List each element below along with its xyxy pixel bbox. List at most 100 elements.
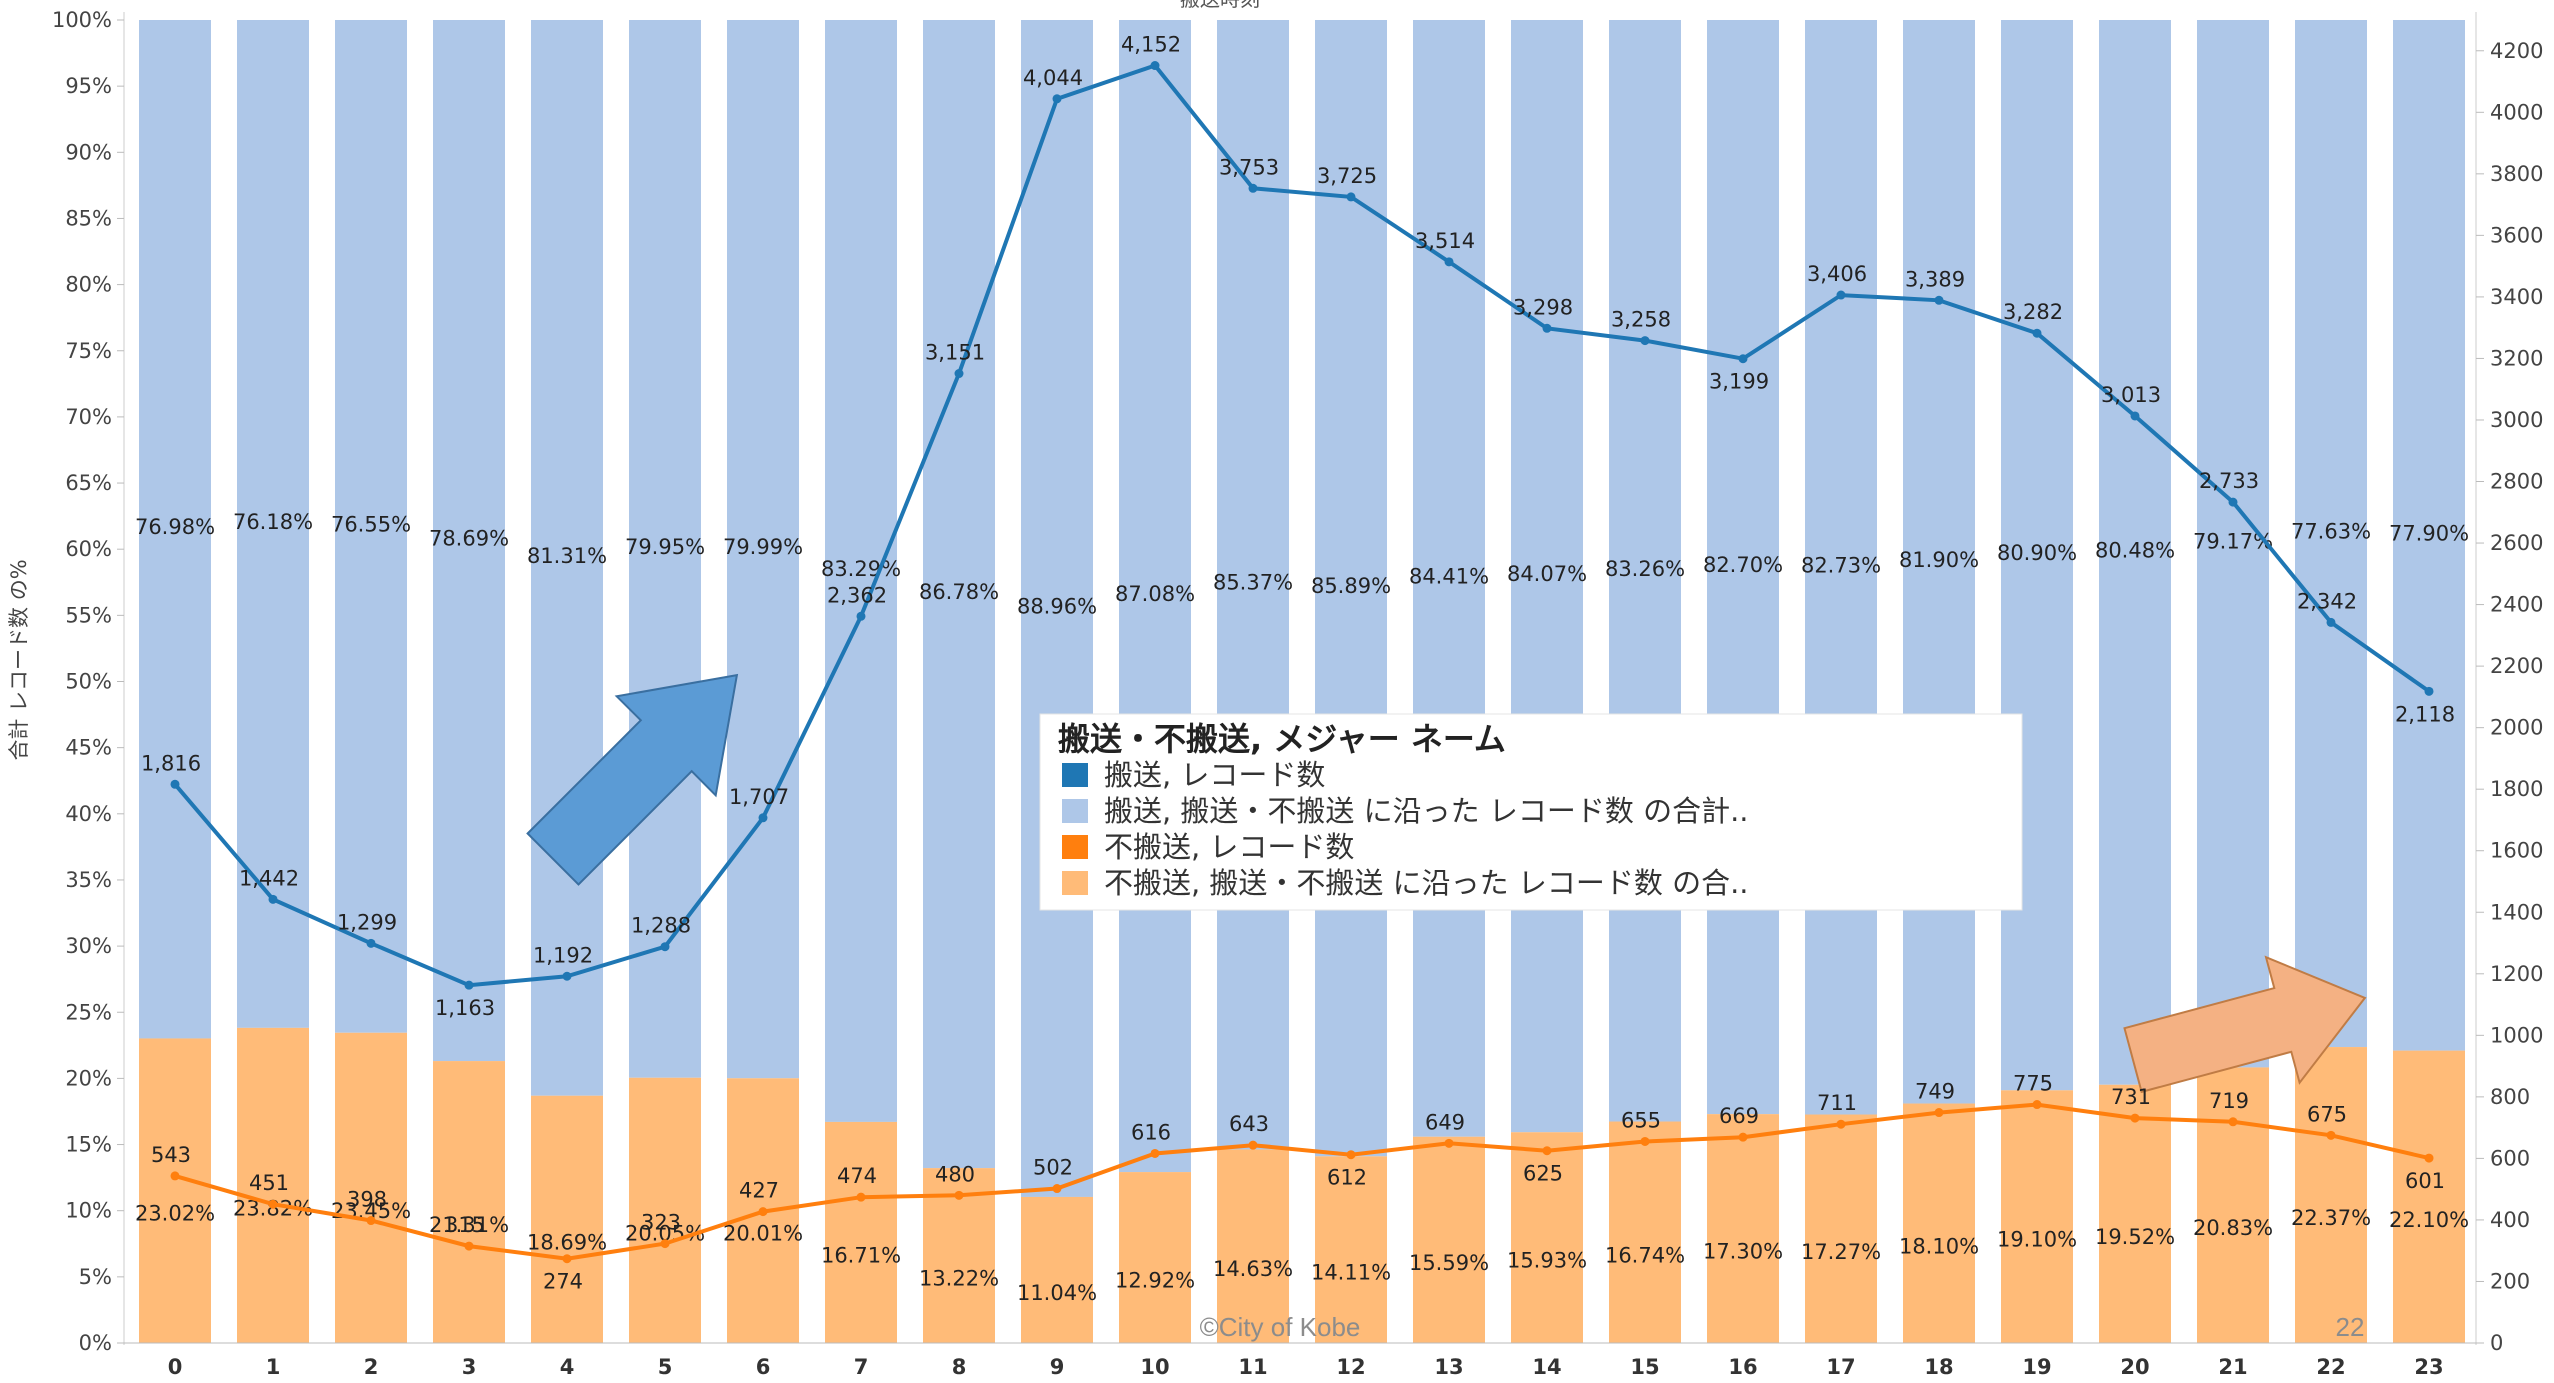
x-tick-label: 3: [462, 1355, 477, 1379]
point-transport-count: [758, 813, 768, 823]
point-transport-count: [1346, 192, 1356, 202]
left-tick-label: 40%: [65, 802, 112, 826]
x-tick-label: 6: [756, 1355, 771, 1379]
count-label-nontransport-count: 480: [935, 1162, 975, 1186]
percent-label-transport: 81.90%: [1899, 548, 1979, 572]
percent-label-nontransport: 17.27%: [1801, 1240, 1881, 1264]
point-nontransport-count: [366, 1216, 376, 1226]
percent-label-transport: 80.90%: [1997, 541, 2077, 565]
left-tick-label: 0%: [79, 1331, 112, 1355]
point-nontransport-count: [660, 1239, 670, 1249]
bar-transport-share: [139, 20, 211, 1039]
bar-nontransport-share: [531, 1095, 603, 1343]
point-nontransport-count: [1346, 1150, 1356, 1160]
percent-label-nontransport: 15.59%: [1409, 1251, 1489, 1275]
count-label-transport-count: 3,406: [1807, 262, 1867, 286]
legend-swatch-nontransport-count: [1062, 835, 1088, 859]
x-tick-label: 19: [2022, 1355, 2051, 1379]
x-tick-label: 5: [658, 1355, 673, 1379]
count-label-nontransport-count: 655: [1621, 1108, 1661, 1132]
legend-item-transport-share: 搬送, 搬送・不搬送 に沿った レコード数 の合計..: [1104, 794, 1749, 828]
left-tick-label: 5%: [79, 1265, 112, 1289]
percent-label-transport: 77.90%: [2389, 521, 2469, 545]
x-tick-label: 23: [2414, 1355, 2443, 1379]
bar-nontransport-share: [335, 1032, 407, 1343]
x-tick-label: 4: [560, 1355, 575, 1379]
right-tick-label: 800: [2490, 1085, 2530, 1109]
count-label-nontransport-count: 502: [1033, 1156, 1073, 1180]
bar-nontransport-share: [1315, 1156, 1387, 1343]
bar-nontransport-share: [1119, 1172, 1191, 1343]
x-tick-label: 12: [1336, 1355, 1365, 1379]
point-transport-count: [170, 779, 180, 789]
right-axis: 0 200 400 600 800 1000 1200 1400 1600 1800 2000 220…: [2475, 12, 2543, 1355]
left-tick-label: 100%: [52, 8, 112, 32]
count-label-transport-count: 3,753: [1219, 155, 1279, 179]
left-axis: 0% 5% 10% 15% 20% 25% 30% 35% 40% 45% 50% 55% 60% 65%…: [52, 8, 125, 1355]
count-label-transport-count: 2,362: [827, 583, 887, 607]
percent-label-transport: 76.98%: [135, 515, 215, 539]
point-transport-count: [1738, 354, 1748, 364]
right-tick-label: 200: [2490, 1269, 2530, 1293]
percent-label-nontransport: 12.92%: [1115, 1269, 1195, 1293]
count-label-nontransport-count: 669: [1719, 1104, 1759, 1128]
count-label-transport-count: 1,192: [533, 943, 593, 967]
bar-nontransport-share: [1609, 1121, 1681, 1343]
percent-label-nontransport: 23.02%: [135, 1202, 215, 1226]
count-label-nontransport-count: 643: [1229, 1112, 1269, 1136]
bar-transport-share: [825, 20, 897, 1122]
left-tick-label: 70%: [65, 405, 112, 429]
count-lines: [170, 61, 2434, 1264]
count-label-transport-count: 3,151: [925, 341, 985, 365]
count-label-nontransport-count: 601: [2405, 1169, 2445, 1193]
percent-label-nontransport: 20.01%: [723, 1222, 803, 1246]
point-transport-count: [660, 942, 670, 952]
count-label-transport-count: 1,707: [729, 785, 789, 809]
percent-label-nontransport: 15.93%: [1507, 1249, 1587, 1273]
point-transport-count: [1836, 290, 1846, 300]
left-tick-label: 90%: [65, 140, 112, 164]
line-nontransport-count: [174, 1102, 2430, 1261]
point-nontransport-count: [562, 1254, 572, 1264]
bar-transport-share: [2001, 20, 2073, 1091]
percent-label-transport: 79.99%: [723, 535, 803, 559]
point-transport-count: [954, 369, 964, 379]
point-nontransport-count: [2032, 1100, 2042, 1110]
percent-label-nontransport: 22.37%: [2291, 1206, 2371, 1230]
bar-transport-share: [1707, 20, 1779, 1115]
point-nontransport-count: [2228, 1117, 2238, 1127]
percent-label-nontransport: 17.30%: [1703, 1240, 1783, 1264]
x-tick-label: 17: [1826, 1355, 1855, 1379]
percent-label-transport: 80.48%: [2095, 538, 2175, 562]
left-tick-label: 80%: [65, 273, 112, 297]
point-transport-count: [464, 980, 474, 990]
count-label-transport-count: 1,163: [435, 996, 495, 1020]
bar-nontransport-share: [825, 1121, 897, 1343]
stacked-bars: [139, 20, 2465, 1343]
right-tick-label: 2200: [2490, 654, 2543, 678]
point-transport-count: [2032, 328, 2042, 338]
bar-transport-share: [1511, 20, 1583, 1133]
chart-top-title: 搬送時刻: [1180, 0, 1260, 11]
point-nontransport-count: [1444, 1138, 1454, 1148]
bar-transport-share: [2295, 20, 2367, 1048]
count-label-nontransport-count: 711: [1817, 1091, 1857, 1115]
point-transport-count: [1150, 61, 1160, 71]
x-tick-label: 18: [1924, 1355, 1953, 1379]
right-tick-label: 2000: [2490, 716, 2543, 740]
percent-labels: 76.98%23.02%76.18%23.82%76.55%23.45%78.6…: [135, 510, 2469, 1305]
bar-transport-share: [237, 20, 309, 1028]
point-transport-count: [1444, 257, 1454, 267]
right-tick-label: 3200: [2490, 346, 2543, 370]
count-label-transport-count: 3,514: [1415, 229, 1475, 253]
right-tick-label: 400: [2490, 1208, 2530, 1232]
percent-label-transport: 85.37%: [1213, 571, 1293, 595]
count-label-nontransport-count: 274: [543, 1270, 583, 1294]
right-arrow-annotation: [2123, 955, 2367, 1094]
point-transport-count: [1052, 94, 1062, 104]
bar-transport-share: [727, 20, 799, 1079]
count-label-transport-count: 1,442: [239, 866, 299, 890]
point-nontransport-count: [268, 1199, 278, 1209]
right-tick-label: 4000: [2490, 100, 2543, 124]
x-tick-label: 0: [168, 1355, 183, 1379]
